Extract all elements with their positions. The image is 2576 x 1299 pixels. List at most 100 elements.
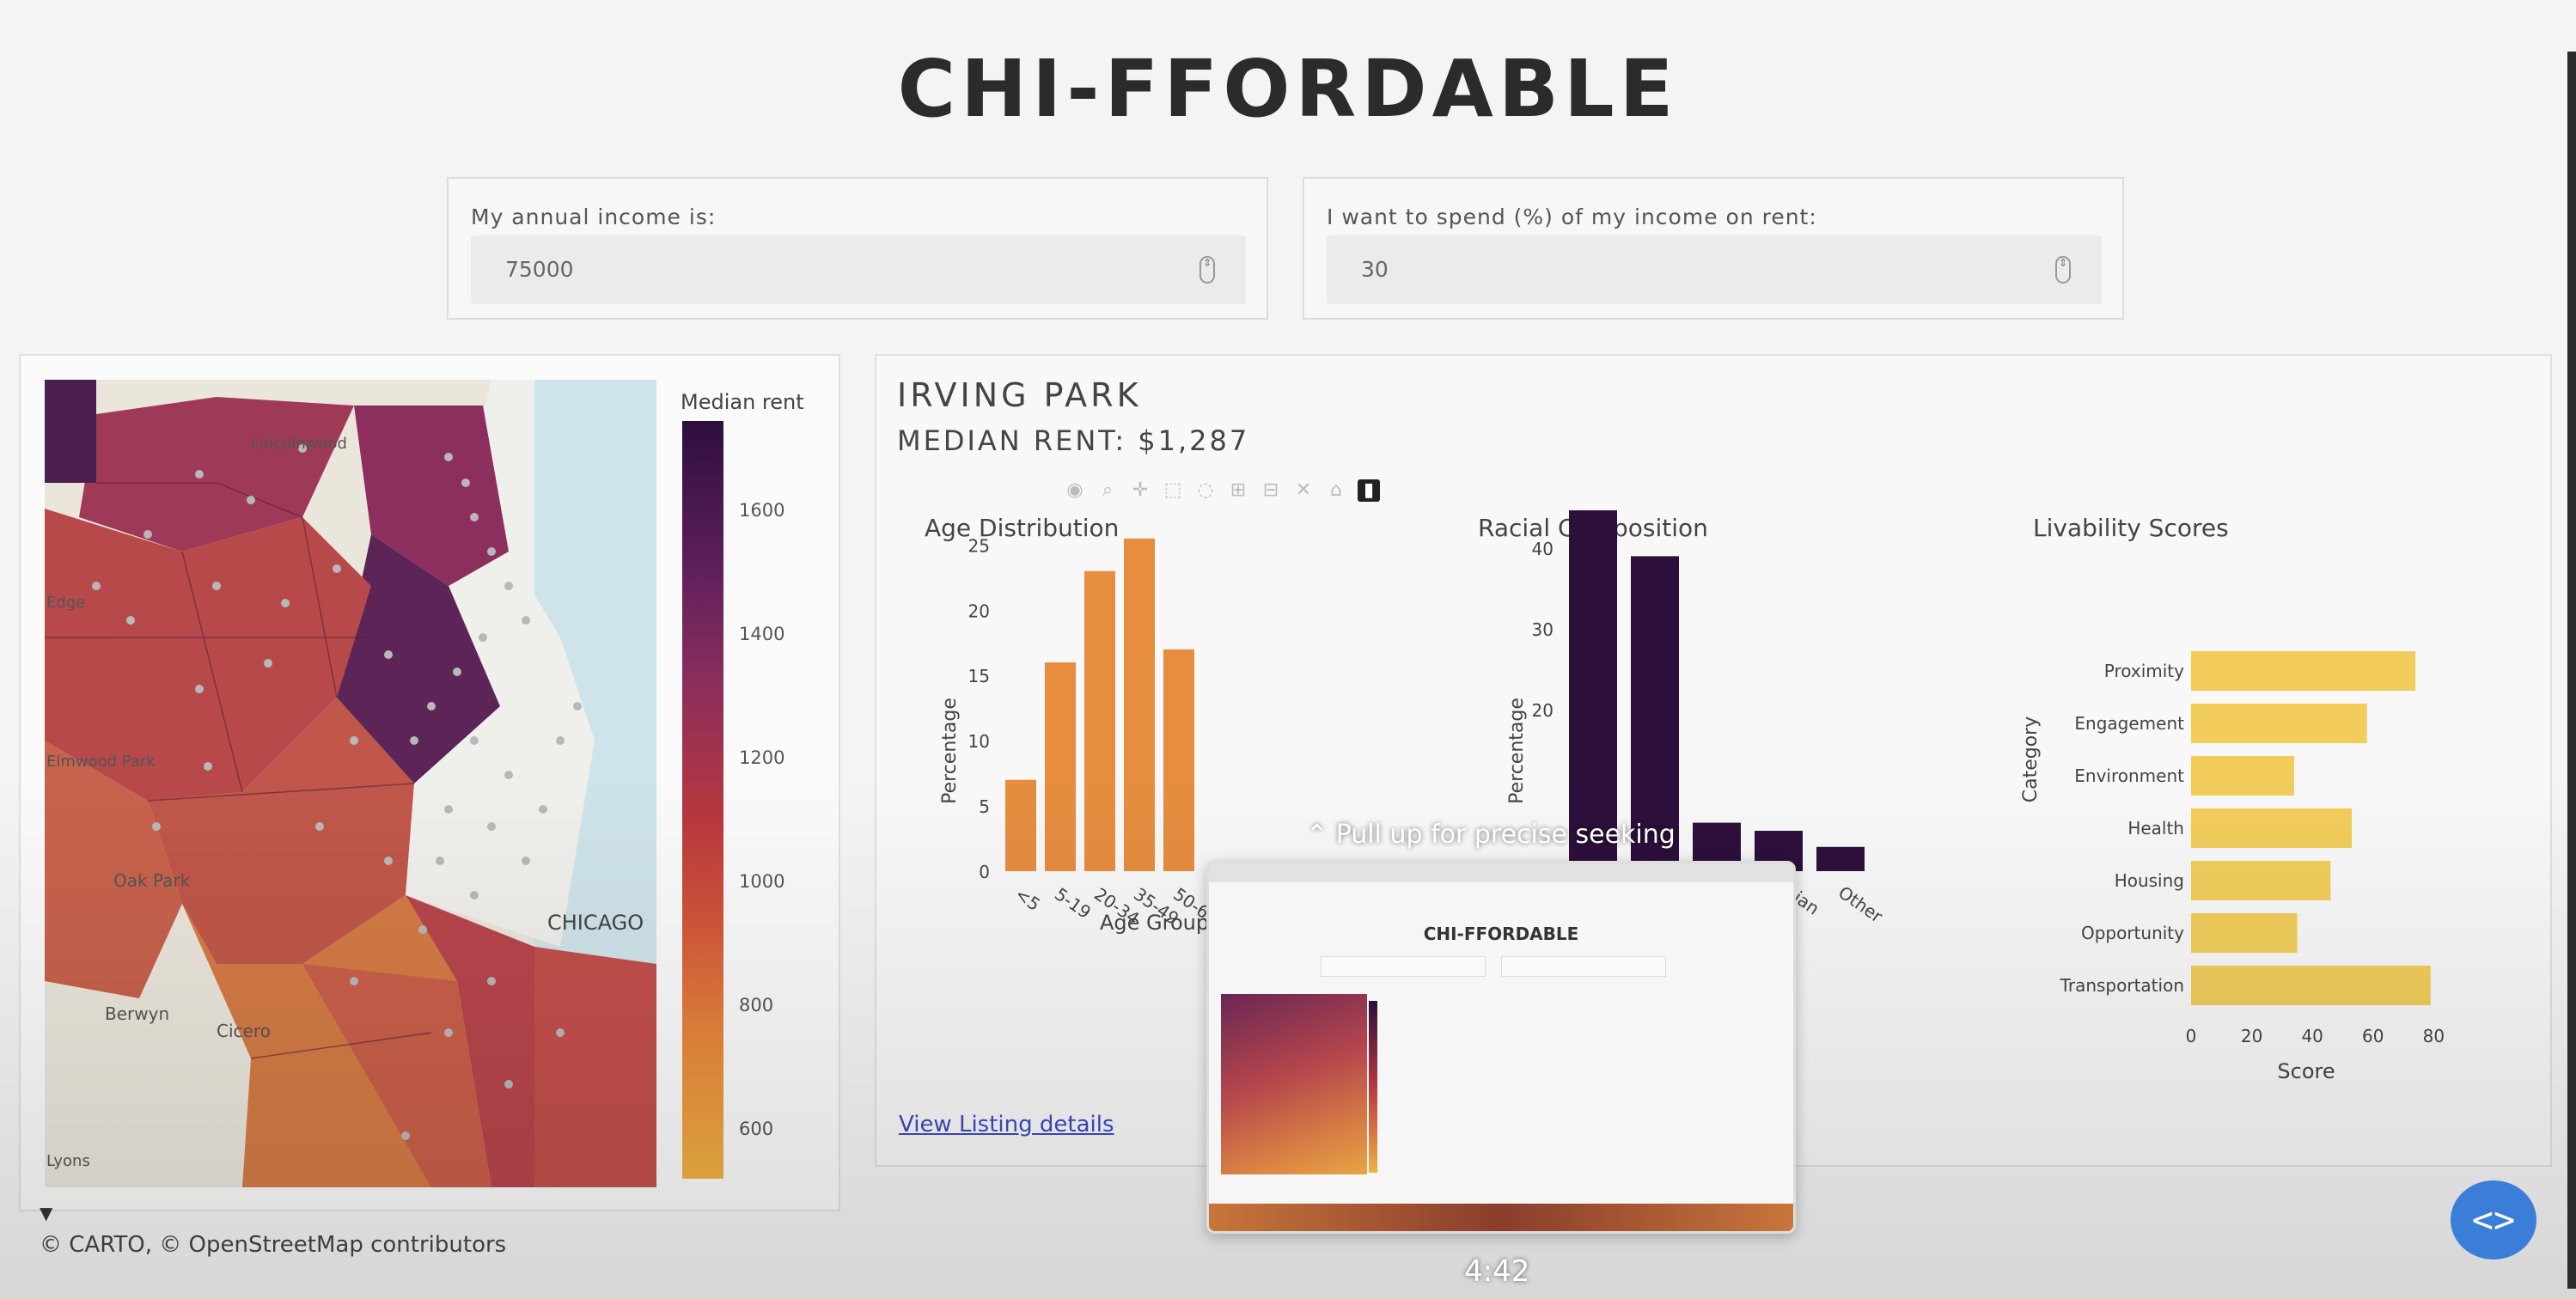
colorbar-tick: 1000 bbox=[739, 871, 785, 892]
home-icon[interactable]: ⌂ bbox=[1330, 479, 1342, 501]
livability-x-tick: 0 bbox=[2186, 1026, 2197, 1046]
colorbar-tick: 1200 bbox=[739, 747, 785, 768]
livability-bar bbox=[2191, 913, 2298, 953]
livability-y-tick: Housing bbox=[2115, 870, 2184, 891]
collapse-arrow-icon[interactable]: ▼ bbox=[40, 1203, 53, 1223]
preview-colorbar bbox=[1369, 1001, 1377, 1173]
age-y-tick: 15 bbox=[968, 666, 990, 686]
livability-bar bbox=[2191, 808, 2353, 848]
map-label-elmwood-park: Elmwood Park bbox=[46, 753, 156, 771]
age-x-label: Age Group bbox=[1100, 911, 1209, 935]
livability-bar bbox=[2191, 651, 2416, 691]
percent-input-box: I want to spend (%) of my income on rent… bbox=[1303, 177, 2124, 320]
livability-x-tick: 40 bbox=[2301, 1026, 2323, 1046]
income-input[interactable]: 75000 ⇕ bbox=[471, 235, 1246, 304]
race-x-tick: Other bbox=[1834, 881, 1887, 927]
code-toggle-button[interactable]: <> bbox=[2451, 1180, 2536, 1259]
colorbar-tick: 600 bbox=[739, 1119, 774, 1139]
listing-points bbox=[92, 444, 582, 1140]
age-y-tick: 20 bbox=[968, 601, 990, 621]
pan-icon[interactable]: ✛ bbox=[1132, 479, 1149, 501]
age-y-label: Percentage bbox=[939, 698, 961, 804]
livability-y-tick: Environment bbox=[2074, 765, 2184, 786]
age-bar bbox=[1045, 662, 1076, 871]
seek-hint-text: Pull up for precise seeking bbox=[1335, 820, 1676, 850]
livability-y-tick: Opportunity bbox=[2081, 923, 2184, 943]
age-y-tick: 5 bbox=[979, 796, 990, 817]
median-rent: MEDIAN RENT: $1,287 bbox=[897, 424, 1250, 457]
map-label-oak-park: Oak Park bbox=[113, 870, 191, 891]
percent-stepper-icon[interactable]: ⇕ bbox=[2055, 256, 2071, 284]
box-select-icon[interactable]: ⬚ bbox=[1163, 479, 1182, 501]
preview-map bbox=[1221, 994, 1367, 1174]
race-y-tick: 30 bbox=[1532, 619, 1554, 640]
colorbar bbox=[682, 421, 723, 1179]
app-title: CHI-FFORDABLE bbox=[897, 43, 1679, 135]
colorbar-tick: 1600 bbox=[739, 500, 785, 521]
livability-bar bbox=[2191, 704, 2367, 743]
age-chart-title: Age Distribution bbox=[925, 514, 1120, 542]
map-label-lincolnwood: Lincolnwood bbox=[251, 435, 347, 453]
livability-y-label: Category bbox=[2020, 717, 2042, 803]
livability-y-tick: Engagement bbox=[2074, 713, 2184, 734]
code-brackets-icon: <> bbox=[2471, 1198, 2516, 1241]
map-label-lyons: Lyons bbox=[46, 1152, 90, 1170]
income-label: My annual income is: bbox=[471, 204, 717, 229]
camera-icon[interactable]: ◉ bbox=[1066, 479, 1084, 501]
video-timestamp: 4:42 bbox=[1464, 1254, 1530, 1289]
colorbar-tick: 800 bbox=[739, 995, 774, 1015]
age-y-tick: 0 bbox=[979, 862, 990, 882]
race-y-label: Percentage bbox=[1506, 698, 1528, 804]
livability-bar bbox=[2191, 861, 2331, 900]
choropleth-map[interactable]: Lincolnwood Edge Elmwood Park Oak Park C… bbox=[45, 380, 656, 1187]
map-label-edge: Edge bbox=[46, 594, 85, 612]
livability-y-tick: Health bbox=[2127, 818, 2184, 839]
race-y-tick: 20 bbox=[1532, 700, 1554, 721]
neighborhood-name: IRVING PARK bbox=[897, 376, 1142, 414]
livability-y-tick: Transportation bbox=[2060, 975, 2184, 996]
colorbar-title: Median rent bbox=[681, 390, 804, 414]
percent-input[interactable]: 30 ⇕ bbox=[1327, 235, 2102, 304]
livability-bar bbox=[2191, 966, 2431, 1005]
preview-titlebar bbox=[1209, 863, 1793, 882]
seek-hint: ⌃ Pull up for precise seeking bbox=[1306, 820, 1676, 850]
race-bar bbox=[1569, 510, 1617, 871]
percent-value: 30 bbox=[1361, 257, 1389, 282]
scrollbar[interactable] bbox=[2567, 52, 2576, 1289]
video-preview-thumbnail[interactable]: CHI-FFORDABLE bbox=[1206, 861, 1796, 1234]
livability-x-tick: 20 bbox=[2241, 1026, 2262, 1046]
livability-x-label: Score bbox=[2277, 1059, 2335, 1083]
zoom-icon[interactable]: ⌕ bbox=[1102, 479, 1114, 501]
livability-bar bbox=[2191, 756, 2294, 796]
preview-percent-box bbox=[1501, 956, 1666, 977]
race-y-tick: 40 bbox=[1532, 539, 1554, 559]
income-stepper-icon[interactable]: ⇕ bbox=[1199, 256, 1215, 284]
map-label-chicago: CHICAGO bbox=[547, 911, 644, 935]
income-input-box: My annual income is: 75000 ⇕ bbox=[447, 177, 1268, 320]
age-bar bbox=[1005, 779, 1036, 871]
livability-x-tick: 80 bbox=[2423, 1026, 2445, 1046]
neighborhood-detail-panel: IRVING PARK MEDIAN RENT: $1,287 ◉ ⌕ ✛ ⬚ ◌ ⊞ ⊟ ✕… bbox=[875, 354, 2552, 1167]
age-bar bbox=[1124, 538, 1155, 871]
chevron-up-icon: ⌃ bbox=[1306, 820, 1328, 850]
percent-label: I want to spend (%) of my income on rent… bbox=[1327, 204, 1817, 229]
age-bar bbox=[1163, 649, 1194, 871]
age-y-tick: 10 bbox=[968, 731, 990, 752]
zoom-in-icon[interactable]: ⊞ bbox=[1230, 479, 1247, 501]
plotly-logo-icon[interactable]: ▮ bbox=[1358, 479, 1380, 502]
plot-toolbar: ◉ ⌕ ✛ ⬚ ◌ ⊞ ⊟ ✕ ⌂ ▮ bbox=[1064, 479, 1390, 505]
map-label-cicero: Cicero bbox=[217, 1021, 271, 1041]
map-label-berwyn: Berwyn bbox=[105, 1003, 169, 1024]
race-bar bbox=[1816, 846, 1865, 871]
lasso-icon[interactable]: ◌ bbox=[1197, 479, 1214, 501]
livability-chart-title: Livability Scores bbox=[2033, 514, 2229, 542]
livability-y-tick: Proximity bbox=[2104, 661, 2184, 681]
income-value: 75000 bbox=[505, 257, 574, 282]
zoom-out-icon[interactable]: ⊟ bbox=[1262, 479, 1279, 501]
map-svg: Lincolnwood Edge Elmwood Park Oak Park C… bbox=[45, 380, 656, 1187]
autoscale-icon[interactable]: ✕ bbox=[1295, 479, 1312, 501]
view-listing-link[interactable]: View Listing details bbox=[899, 1112, 1114, 1137]
preview-title: CHI-FFORDABLE bbox=[1423, 924, 1579, 944]
age-x-tick: <5 bbox=[1011, 883, 1044, 915]
livability-x-tick: 60 bbox=[2362, 1026, 2384, 1046]
